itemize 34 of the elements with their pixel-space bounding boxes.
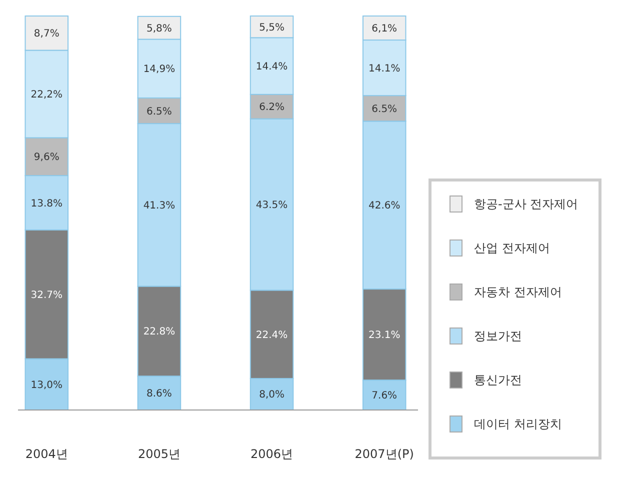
data-label: 9,6% xyxy=(34,152,60,164)
data-label: 22.4% xyxy=(256,330,288,341)
data-label: 22.8% xyxy=(143,326,176,338)
legend-label: 항공-군사 전자제어 xyxy=(474,197,578,212)
data-label: 23.1% xyxy=(368,330,400,342)
data-label: 7.6% xyxy=(372,390,398,402)
data-label: 8,0% xyxy=(259,390,284,401)
data-label: 22,2% xyxy=(30,90,63,101)
data-label: 8.6% xyxy=(146,388,172,400)
data-label: 5,5% xyxy=(259,22,284,34)
data-label: 13.8% xyxy=(30,198,63,210)
data-label: 14,9% xyxy=(143,64,176,76)
x-tick-label: 2004년 xyxy=(25,447,68,461)
data-label: 42.6% xyxy=(368,200,400,212)
data-label: 6,1% xyxy=(372,24,398,35)
x-tick-label: 2005년 xyxy=(138,447,180,461)
legend-label: 통신가전 xyxy=(474,373,522,388)
legend-label: 데이터 처리장치 xyxy=(474,417,562,432)
data-label: 14.1% xyxy=(368,63,400,74)
data-label: 13,0% xyxy=(30,380,63,391)
data-label: 8,7% xyxy=(34,28,60,40)
data-label: 5,8% xyxy=(146,23,172,34)
data-label: 32.7% xyxy=(30,290,63,301)
x-tick-label: 2007년(P) xyxy=(354,447,414,461)
data-label: 43.5% xyxy=(256,200,288,212)
legend-label: 정보가전 xyxy=(474,329,522,344)
data-label: 14.4% xyxy=(256,62,288,73)
data-label: 6.5% xyxy=(372,104,398,115)
x-tick-label: 2006년 xyxy=(250,447,294,461)
data-label: 6.2% xyxy=(259,102,284,114)
data-label: 41.3% xyxy=(143,200,176,212)
data-label: 6.5% xyxy=(146,106,172,118)
legend-label: 산업 전자제어 xyxy=(474,241,550,256)
legend-label: 자동차 전자제어 xyxy=(474,285,562,300)
